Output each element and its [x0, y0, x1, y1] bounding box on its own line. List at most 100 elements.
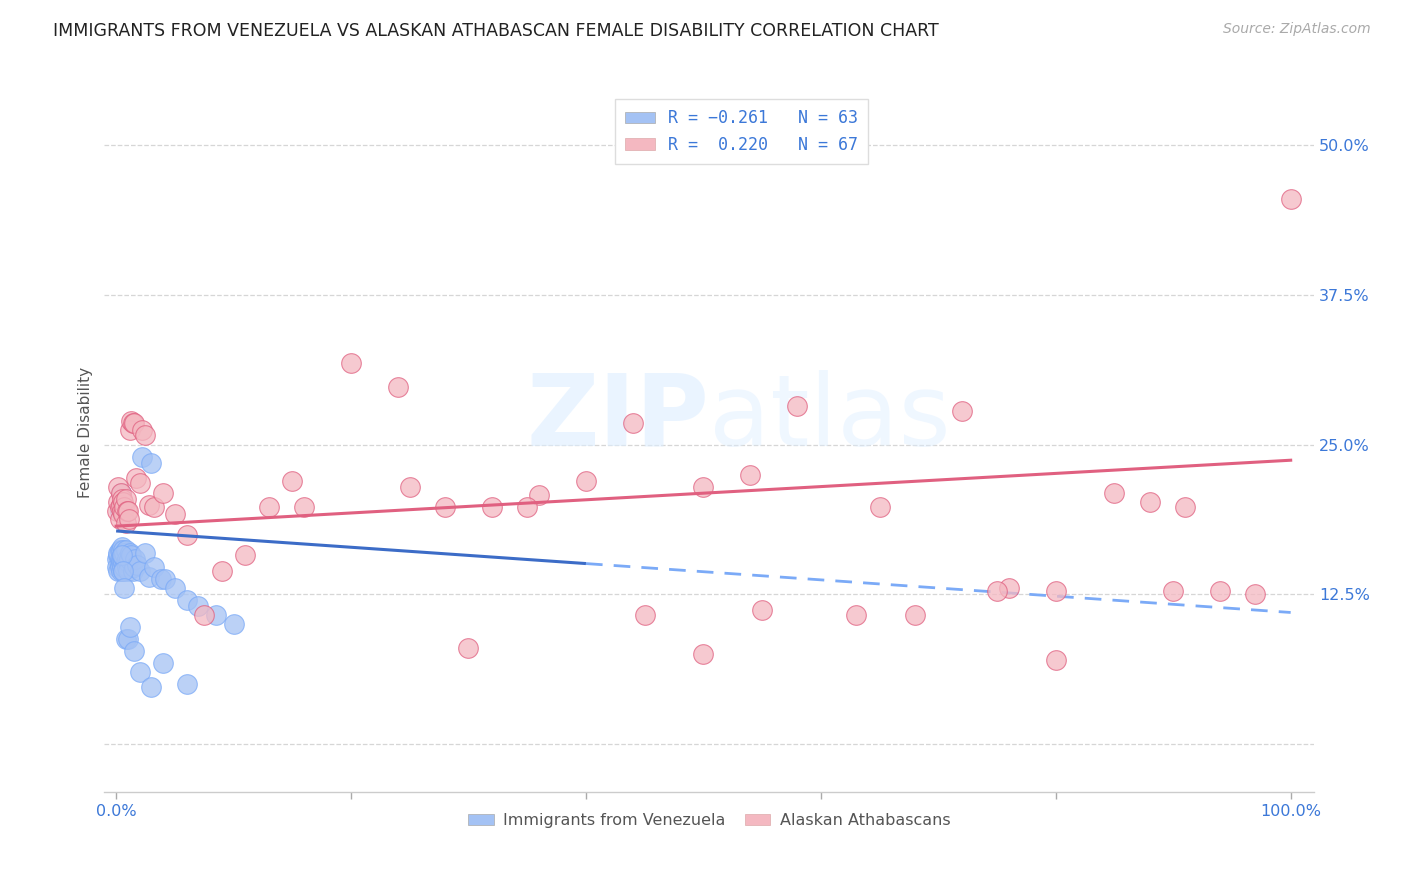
Point: [1045, 653, 1067, 667]
Point: [281, 474, 304, 488]
Point: [516, 500, 538, 514]
Point: [134, 428, 156, 442]
Point: [155, 572, 177, 586]
Y-axis label: Female Disability: Female Disability: [79, 368, 93, 499]
Point: [163, 507, 186, 521]
Point: [110, 564, 132, 578]
Point: [108, 503, 131, 517]
Point: [193, 607, 215, 622]
Point: [112, 564, 135, 578]
Point: [114, 555, 136, 569]
Point: [1045, 583, 1067, 598]
Point: [1174, 500, 1197, 514]
Point: [120, 414, 142, 428]
Point: [122, 416, 145, 430]
Point: [115, 503, 138, 517]
Point: [751, 603, 773, 617]
Point: [142, 560, 165, 574]
Point: [1209, 583, 1232, 598]
Point: [107, 548, 129, 562]
Point: [692, 648, 714, 662]
Point: [187, 599, 209, 614]
Text: Source: ZipAtlas.com: Source: ZipAtlas.com: [1223, 22, 1371, 37]
Point: [118, 551, 141, 566]
Point: [120, 423, 142, 437]
Text: ZIP: ZIP: [526, 370, 709, 467]
Point: [1104, 485, 1126, 500]
Point: [114, 632, 136, 646]
Point: [114, 516, 136, 530]
Point: [121, 564, 143, 578]
Point: [950, 404, 973, 418]
Point: [131, 423, 153, 437]
Point: [112, 545, 135, 559]
Point: [118, 512, 141, 526]
Point: [105, 551, 128, 566]
Point: [114, 491, 136, 506]
Point: [128, 475, 150, 490]
Text: IMMIGRANTS FROM VENEZUELA VS ALASKAN ATHABASCAN FEMALE DISABILITY CORRELATION CH: IMMIGRANTS FROM VENEZUELA VS ALASKAN ATH…: [53, 22, 939, 40]
Point: [575, 474, 598, 488]
Point: [786, 399, 808, 413]
Point: [1279, 192, 1302, 206]
Point: [108, 558, 131, 572]
Point: [111, 491, 134, 506]
Point: [692, 480, 714, 494]
Point: [457, 641, 479, 656]
Point: [1161, 583, 1184, 598]
Point: [111, 548, 134, 562]
Point: [340, 356, 363, 370]
Point: [128, 665, 150, 680]
Point: [869, 500, 891, 514]
Point: [110, 485, 132, 500]
Point: [112, 560, 135, 574]
Point: [107, 545, 129, 559]
Point: [111, 548, 134, 562]
Point: [233, 548, 256, 562]
Point: [1139, 495, 1161, 509]
Point: [152, 656, 174, 670]
Point: [176, 677, 198, 691]
Point: [120, 620, 142, 634]
Point: [108, 560, 131, 574]
Point: [138, 569, 160, 583]
Point: [128, 564, 150, 578]
Point: [1244, 587, 1267, 601]
Point: [387, 380, 409, 394]
Point: [108, 500, 131, 514]
Point: [904, 607, 927, 622]
Point: [138, 498, 160, 512]
Point: [149, 572, 172, 586]
Point: [122, 644, 145, 658]
Point: [134, 545, 156, 559]
Point: [117, 564, 139, 578]
Point: [122, 560, 145, 574]
Point: [205, 607, 228, 622]
Point: [112, 500, 135, 514]
Point: [117, 503, 139, 517]
Point: [163, 582, 186, 596]
Point: [108, 551, 131, 566]
Point: [257, 500, 280, 514]
Point: [117, 555, 139, 569]
Point: [222, 617, 245, 632]
Point: [112, 548, 135, 562]
Point: [176, 593, 198, 607]
Point: [986, 583, 1008, 598]
Point: [176, 527, 198, 541]
Point: [845, 607, 868, 622]
Point: [621, 416, 644, 430]
Point: [112, 543, 135, 558]
Point: [110, 485, 132, 500]
Point: [117, 632, 139, 646]
Point: [481, 500, 503, 514]
Point: [127, 558, 149, 572]
Point: [110, 498, 132, 512]
Point: [152, 485, 174, 500]
Point: [142, 500, 165, 514]
Point: [115, 551, 138, 566]
Point: [527, 488, 550, 502]
Point: [108, 512, 131, 526]
Point: [115, 560, 138, 574]
Point: [112, 564, 135, 578]
